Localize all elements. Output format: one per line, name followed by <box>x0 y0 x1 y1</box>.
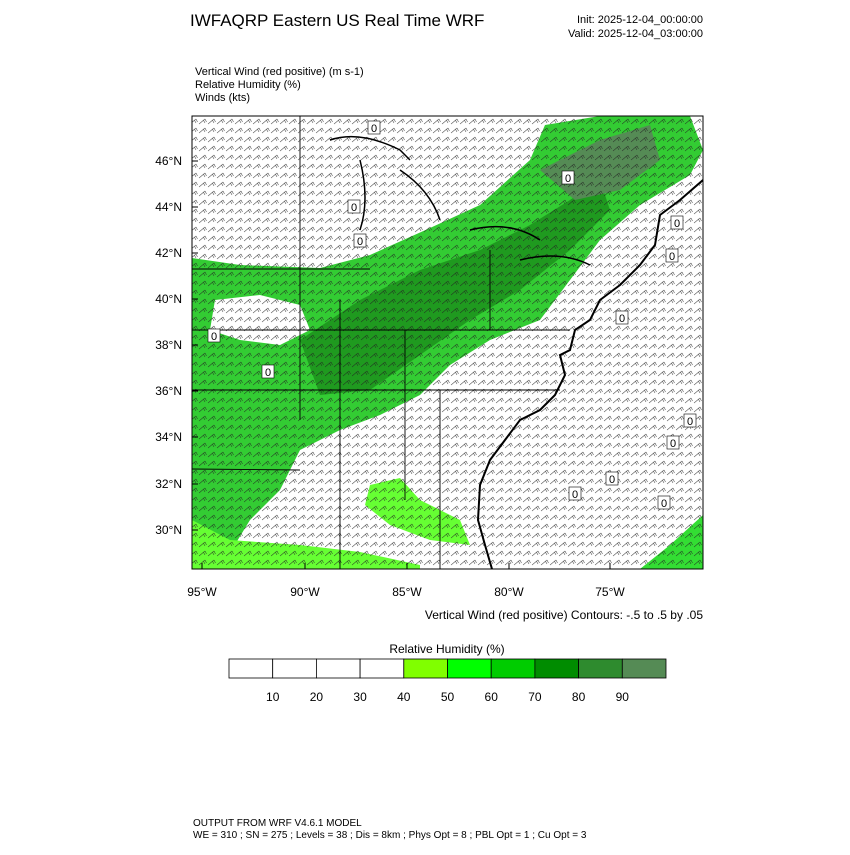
contour-label: 0 <box>619 313 625 325</box>
title: IWFAQRP Eastern US Real Time WRF <box>190 11 484 30</box>
lat-label: 36°N <box>155 384 182 398</box>
contour-label-box <box>261 364 275 379</box>
init-time: Init: 2025-12-04_00:00:00 <box>577 14 703 26</box>
lat-label: 46°N <box>155 154 182 168</box>
contour-label: 0 <box>687 416 693 428</box>
coastline <box>476 179 703 569</box>
valid-time: Valid: 2025-12-04_03:00:00 <box>568 28 703 40</box>
contour-label: 0 <box>357 236 363 248</box>
lon-label: 80°W <box>494 585 524 599</box>
lon-label: 95°W <box>187 585 217 599</box>
colorbar-label: 40 <box>397 690 411 704</box>
lat-label: 42°N <box>155 246 182 260</box>
contour-label-box <box>353 233 367 248</box>
contour-note: Vertical Wind (red positive) Contours: -… <box>425 608 703 622</box>
axis-labels: 46°N 44°N 42°N 40°N 38°N 36°N 34°N 32°N 30°N 95°W… <box>155 154 625 599</box>
colorbar-box <box>447 658 492 679</box>
contour-label-box <box>347 199 361 214</box>
contour-label-box <box>657 495 671 510</box>
contour-label: 0 <box>565 173 571 185</box>
contour-label: 0 <box>674 218 680 230</box>
colorbar-label: 20 <box>310 690 324 704</box>
lon-label: 90°W <box>290 585 320 599</box>
contour-label: 0 <box>371 123 377 135</box>
field-label: Vertical Wind (red positive) (m s-1) <box>195 66 364 78</box>
colorbar-box <box>621 658 667 679</box>
contour-label-box <box>665 248 679 263</box>
lon-label: 75°W <box>595 585 625 599</box>
colorbar-box <box>490 658 536 679</box>
colorbar-title: Relative Humidity (%) <box>389 642 504 656</box>
contour-label: 0 <box>670 438 676 450</box>
lat-label: 38°N <box>155 338 182 352</box>
colorbar-label: 90 <box>616 690 630 704</box>
colorbar-box <box>578 658 623 679</box>
colorbar-label: 60 <box>485 690 499 704</box>
colorbar-box <box>359 658 405 679</box>
colorbar-box <box>534 658 580 679</box>
lat-label: 40°N <box>155 292 182 306</box>
colorbar-label: 80 <box>572 690 586 704</box>
contour-label-box <box>561 170 575 185</box>
map-frame <box>191 115 704 570</box>
contour-label: 0 <box>265 367 271 379</box>
colorbar-box <box>315 658 361 679</box>
lat-label: 32°N <box>155 477 182 491</box>
wind-barbs <box>192 116 703 569</box>
colorbar-label: 30 <box>353 690 367 704</box>
lat-label: 44°N <box>155 200 182 214</box>
contour-label-box <box>670 215 684 230</box>
colorbar-label: 10 <box>266 690 280 704</box>
contour-label-box <box>207 328 221 343</box>
contour-label: 0 <box>669 251 675 263</box>
footer-line: OUTPUT FROM WRF V4.6.1 MODEL <box>193 818 362 829</box>
great-lakes <box>329 135 591 266</box>
state-borders <box>192 116 570 569</box>
contour-label-box <box>683 413 697 428</box>
colorbar-box <box>228 658 274 679</box>
colorbar-label: 50 <box>441 690 455 704</box>
contour-label: 0 <box>661 498 667 510</box>
footer-line: WE = 310 ; SN = 275 ; Levels = 38 ; Dis … <box>193 830 587 841</box>
lat-label: 30°N <box>155 523 182 537</box>
colorbar-label: 70 <box>528 690 542 704</box>
colorbar-box <box>272 658 317 679</box>
field-label: Relative Humidity (%) <box>195 79 301 91</box>
lat-label: 34°N <box>155 430 182 444</box>
contour-label: 0 <box>351 202 357 214</box>
contour-label-box <box>605 471 619 486</box>
contour-label-box <box>615 310 629 325</box>
contour-label-box <box>568 486 582 501</box>
contour-label-box <box>367 120 381 135</box>
contour-label: 0 <box>572 489 578 501</box>
colorbar: 10 20 30 40 50 60 70 80 90 <box>228 658 667 704</box>
contour-label: 0 <box>609 474 615 486</box>
colorbar-box <box>403 658 448 679</box>
lon-label: 85°W <box>392 585 422 599</box>
field-label: Winds (kts) <box>195 92 250 104</box>
contour-label-box <box>666 435 680 450</box>
contour-label: 0 <box>211 331 217 343</box>
